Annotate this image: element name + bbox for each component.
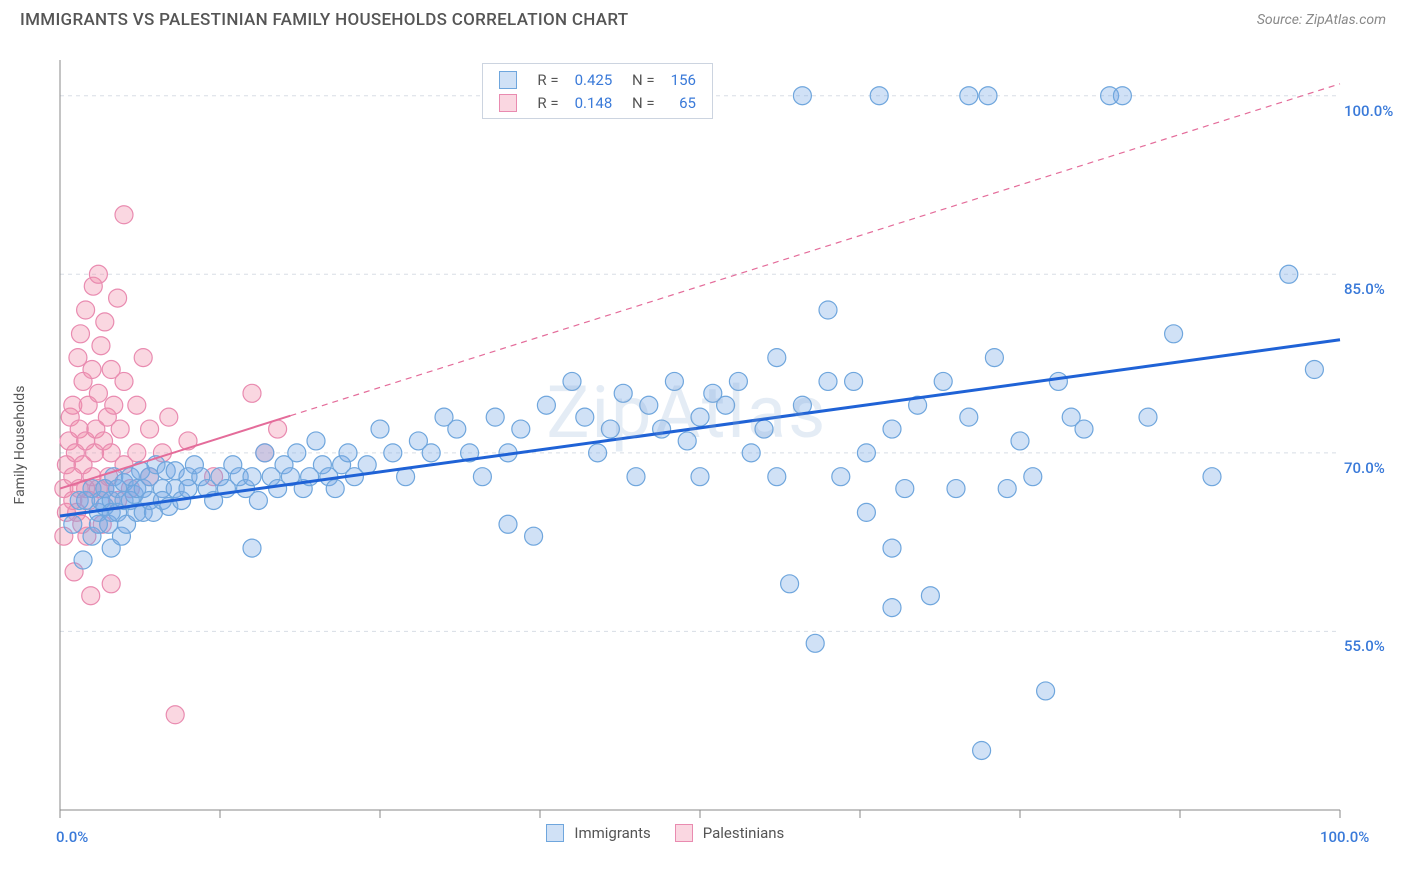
y-tick-label: 55.0%: [1344, 637, 1385, 655]
x-tick-label: 100.0%: [1320, 828, 1369, 846]
legend-item: Immigrants: [546, 824, 650, 842]
source-attribution: Source: ZipAtlas.com: [1257, 12, 1386, 28]
correlation-legend: R =0.425 N =156 R =0.148 N =65: [482, 63, 713, 119]
y-tick-label: 85.0%: [1344, 280, 1385, 298]
chart-container: Family Households ZipAtlas 55.0%70.0%85.…: [50, 50, 1390, 840]
scatter-plot: [50, 50, 1390, 840]
x-tick-label: 0.0%: [56, 828, 88, 846]
legend-item: Palestinians: [675, 824, 785, 842]
chart-title: IMMIGRANTS VS PALESTINIAN FAMILY HOUSEHO…: [20, 10, 628, 30]
y-tick-label: 70.0%: [1344, 459, 1385, 477]
chart-header: IMMIGRANTS VS PALESTINIAN FAMILY HOUSEHO…: [0, 0, 1406, 36]
series-legend: Immigrants Palestinians: [546, 824, 784, 842]
y-tick-label: 100.0%: [1344, 102, 1393, 120]
y-axis-label: Family Households: [12, 386, 28, 505]
